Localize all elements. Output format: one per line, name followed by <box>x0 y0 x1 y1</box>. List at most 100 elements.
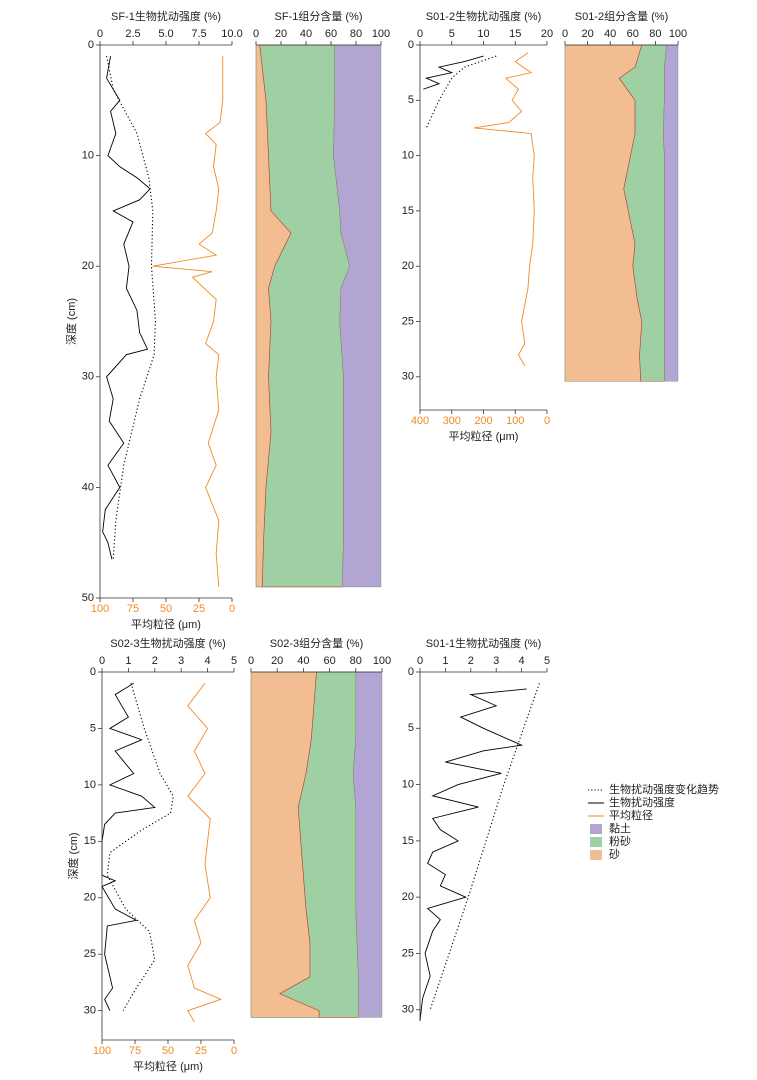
x2-tick-label: 75 <box>127 603 139 615</box>
y-tick-label: 30 <box>402 371 414 383</box>
y-tick-label: 30 <box>82 371 94 383</box>
x-tick-label: 20 <box>275 28 287 40</box>
panel-title: S01-1生物扰动强度 (%) <box>426 636 542 650</box>
legend-swatch <box>590 824 602 834</box>
y-tick-label: 0 <box>90 666 96 678</box>
legend-label: 生物扰动强度 <box>609 795 675 809</box>
legend-label: 生物扰动强度变化趋势 <box>609 782 719 796</box>
x2-tick-label: 0 <box>544 415 550 427</box>
y-tick-label: 0 <box>408 666 414 678</box>
legend-swatch <box>590 837 602 847</box>
x2-tick-label: 50 <box>160 603 172 615</box>
y-tick-label: 10 <box>402 778 414 790</box>
x-tick-label: 3 <box>493 655 499 667</box>
x-tick-label: 4 <box>519 655 525 667</box>
x-tick-label: 60 <box>323 655 335 667</box>
x-tick-label: 60 <box>325 28 337 40</box>
x2-tick-label: 50 <box>162 1045 174 1057</box>
y-tick-label: 5 <box>408 722 414 734</box>
x-tick-label: 5 <box>544 655 550 667</box>
x-tick-label: 80 <box>350 28 362 40</box>
panel-title: S01-2组分含量 (%) <box>575 9 669 23</box>
panel-title: S02-3生物扰动强度 (%) <box>110 636 226 650</box>
y-tick-label: 25 <box>84 948 96 960</box>
x-tick-label: 0 <box>562 28 568 40</box>
x2-tick-label: 200 <box>474 415 492 427</box>
bioturbation-line <box>101 682 156 1011</box>
x2-tick-label: 100 <box>91 603 109 615</box>
x-tick-label: 2.5 <box>125 28 140 40</box>
x-tick-label: 20 <box>541 28 553 40</box>
legend-label: 粉砂 <box>609 835 631 848</box>
y-tick-label: 5 <box>408 94 414 106</box>
x-tick-label: 0 <box>99 655 105 667</box>
y-tick-label: 40 <box>82 481 94 493</box>
y-axis-label: 深度 (cm) <box>66 832 80 879</box>
x2-tick-label: 75 <box>129 1045 141 1057</box>
y-tick-label: 10 <box>82 150 94 162</box>
trend-line <box>106 683 174 1011</box>
x-tick-label: 80 <box>350 655 362 667</box>
x-tick-label: 2 <box>152 655 158 667</box>
x-tick-label: 100 <box>372 28 390 40</box>
y-tick-label: 15 <box>402 205 414 217</box>
y-tick-label: 15 <box>402 835 414 847</box>
x-tick-label: 4 <box>205 655 211 667</box>
x-tick-label: 3 <box>178 655 184 667</box>
bioturbation-line <box>419 688 527 1022</box>
y-tick-label: 30 <box>402 1004 414 1016</box>
x-tick-label: 1 <box>125 655 131 667</box>
x-tick-label: 0 <box>417 28 423 40</box>
y-tick-label: 0 <box>88 39 94 51</box>
x2-tick-label: 25 <box>193 603 205 615</box>
y-tick-label: 5 <box>90 722 96 734</box>
x-tick-label: 20 <box>581 28 593 40</box>
panel-title: SF-1组分含量 (%) <box>275 9 363 23</box>
panel-title: S01-2生物扰动强度 (%) <box>426 9 542 23</box>
x-tick-label: 7.5 <box>191 28 206 40</box>
panel-title: S02-3组分含量 (%) <box>270 636 364 650</box>
x-tick-label: 15 <box>509 28 521 40</box>
x-tick-label: 80 <box>649 28 661 40</box>
x-tick-label: 0 <box>417 655 423 667</box>
grain-size-line <box>187 683 223 1023</box>
y-tick-label: 15 <box>84 835 96 847</box>
y-tick-label: 25 <box>402 947 414 959</box>
composition-area <box>333 44 382 588</box>
x2-axis-label: 平均粒径 (μm) <box>131 617 201 631</box>
y-tick-label: 25 <box>402 315 414 327</box>
x-tick-label: 20 <box>271 655 283 667</box>
x-tick-label: 100 <box>669 28 687 40</box>
legend-label: 砂 <box>609 848 620 861</box>
legend-swatch <box>590 850 602 860</box>
x2-tick-label: 400 <box>411 415 429 427</box>
x2-tick-label: 25 <box>195 1045 207 1057</box>
y-tick-label: 10 <box>84 779 96 791</box>
x-tick-label: 0 <box>97 28 103 40</box>
x2-axis-label: 平均粒径 (μm) <box>133 1059 203 1073</box>
x-tick-label: 1 <box>442 655 448 667</box>
x-tick-label: 5 <box>449 28 455 40</box>
grain-size-line <box>473 52 535 366</box>
legend-label: 平均粒径 <box>609 808 653 822</box>
y-tick-label: 0 <box>408 39 414 51</box>
x-tick-label: 10 <box>477 28 489 40</box>
y-tick-label: 20 <box>402 260 414 272</box>
panel-title: SF-1生物扰动强度 (%) <box>111 9 221 23</box>
trend-line <box>425 55 497 129</box>
legend-label: 黏土 <box>609 821 631 835</box>
x2-tick-label: 100 <box>506 415 524 427</box>
y-tick-label: 10 <box>402 150 414 162</box>
x-tick-label: 100 <box>373 655 391 667</box>
x2-tick-label: 0 <box>229 603 235 615</box>
composition-area <box>663 44 679 382</box>
x2-tick-label: 0 <box>231 1045 237 1057</box>
y-tick-label: 20 <box>402 891 414 903</box>
trend-line <box>429 683 540 1010</box>
bioturbation-line <box>102 55 151 560</box>
grain-size-line <box>152 56 224 587</box>
x-tick-label: 60 <box>627 28 639 40</box>
y-tick-label: 20 <box>82 260 94 272</box>
x-tick-label: 40 <box>300 28 312 40</box>
x-tick-label: 5.0 <box>158 28 173 40</box>
